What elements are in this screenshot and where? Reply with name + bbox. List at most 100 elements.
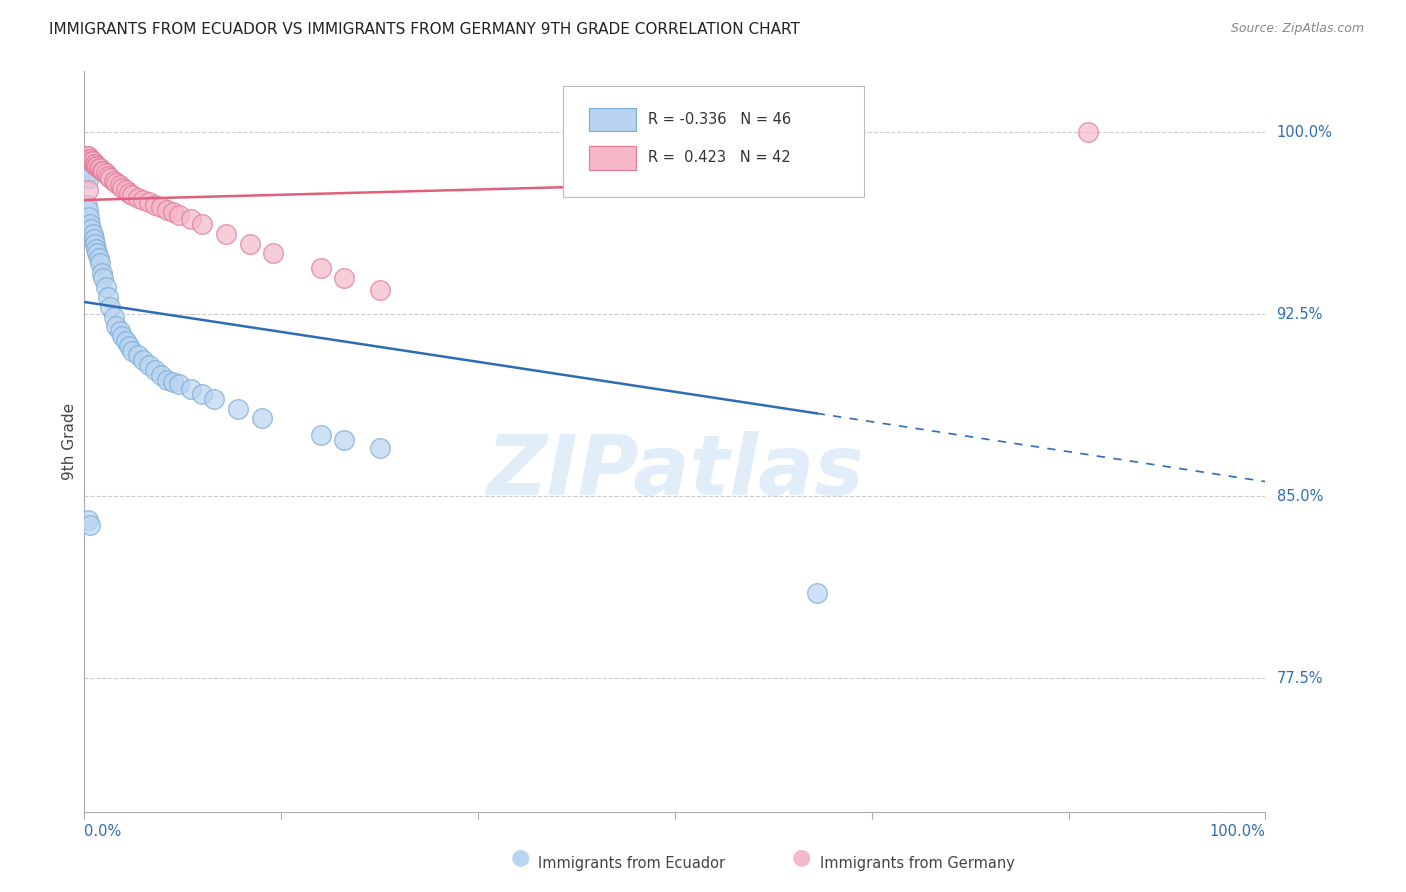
Point — [806, 586, 828, 600]
Point — [77, 183, 100, 197]
Point — [127, 348, 149, 362]
Text: 77.5%: 77.5% — [1277, 671, 1323, 686]
Point — [368, 441, 391, 455]
Point — [309, 428, 332, 442]
Point — [132, 193, 155, 207]
Text: 92.5%: 92.5% — [1277, 307, 1323, 322]
Point — [114, 334, 136, 348]
Point — [79, 518, 101, 533]
Point — [77, 149, 100, 163]
Point — [191, 387, 214, 401]
Text: 0.0%: 0.0% — [84, 824, 121, 838]
Point — [97, 169, 120, 183]
Point — [105, 319, 128, 334]
Point — [111, 181, 134, 195]
Point — [333, 270, 356, 285]
Point — [76, 149, 98, 163]
Point — [309, 260, 332, 275]
Point — [150, 200, 173, 214]
Point — [98, 300, 121, 314]
Point — [226, 401, 249, 416]
Point — [138, 358, 160, 372]
Point — [132, 353, 155, 368]
Point — [114, 183, 136, 197]
Point — [138, 195, 160, 210]
Point — [84, 242, 107, 256]
Text: ●: ● — [510, 847, 530, 867]
Text: Immigrants from Ecuador: Immigrants from Ecuador — [538, 856, 725, 871]
Point — [239, 236, 262, 251]
Point — [84, 159, 107, 173]
Point — [76, 161, 98, 176]
Point — [156, 202, 179, 217]
Y-axis label: 9th Grade: 9th Grade — [62, 403, 77, 480]
Text: Immigrants from Germany: Immigrants from Germany — [820, 856, 1015, 871]
Text: R =  0.423   N = 42: R = 0.423 N = 42 — [648, 151, 790, 166]
Point — [86, 159, 108, 173]
Point — [84, 236, 107, 251]
Point — [89, 256, 111, 270]
FancyBboxPatch shape — [589, 108, 636, 131]
Point — [333, 434, 356, 448]
Point — [77, 152, 100, 166]
Point — [79, 152, 101, 166]
Point — [91, 270, 114, 285]
Point — [108, 324, 131, 338]
Point — [162, 375, 184, 389]
Text: IMMIGRANTS FROM ECUADOR VS IMMIGRANTS FROM GERMANY 9TH GRADE CORRELATION CHART: IMMIGRANTS FROM ECUADOR VS IMMIGRANTS FR… — [49, 22, 800, 37]
Point — [127, 191, 149, 205]
Point — [111, 329, 134, 343]
Text: ZIPatlas: ZIPatlas — [486, 431, 863, 512]
Point — [103, 173, 125, 187]
Point — [167, 377, 190, 392]
Point — [97, 290, 120, 304]
Point — [118, 186, 141, 200]
Point — [91, 164, 114, 178]
Text: ●: ● — [792, 847, 811, 867]
Point — [87, 161, 110, 176]
Point — [121, 343, 143, 358]
Point — [94, 280, 117, 294]
Point — [98, 171, 121, 186]
Point — [80, 222, 103, 236]
Point — [118, 339, 141, 353]
Point — [1077, 125, 1099, 139]
Point — [77, 210, 100, 224]
Point — [215, 227, 238, 241]
Point — [91, 266, 114, 280]
Text: Source: ZipAtlas.com: Source: ZipAtlas.com — [1230, 22, 1364, 36]
Point — [108, 178, 131, 193]
Point — [180, 382, 202, 396]
Point — [77, 166, 100, 180]
Point — [180, 212, 202, 227]
Text: 85.0%: 85.0% — [1277, 489, 1323, 504]
Point — [82, 227, 104, 241]
Point — [150, 368, 173, 382]
Point — [79, 217, 101, 231]
Point — [167, 208, 190, 222]
Point — [105, 176, 128, 190]
Point — [83, 232, 105, 246]
Point — [77, 202, 100, 217]
Point — [143, 363, 166, 377]
Point — [83, 156, 105, 170]
Point — [87, 252, 110, 266]
Text: 100.0%: 100.0% — [1209, 824, 1265, 838]
Point — [77, 513, 100, 527]
Point — [143, 198, 166, 212]
Point — [156, 373, 179, 387]
Point — [94, 166, 117, 180]
Text: R = -0.336   N = 46: R = -0.336 N = 46 — [648, 112, 790, 127]
Point — [89, 161, 111, 176]
Point — [368, 283, 391, 297]
Point — [84, 156, 107, 170]
Point — [162, 205, 184, 219]
Point — [262, 246, 284, 260]
FancyBboxPatch shape — [589, 146, 636, 169]
Point — [86, 246, 108, 260]
FancyBboxPatch shape — [562, 87, 863, 197]
Point — [80, 154, 103, 169]
Point — [77, 171, 100, 186]
Point — [82, 154, 104, 169]
Point — [91, 164, 114, 178]
